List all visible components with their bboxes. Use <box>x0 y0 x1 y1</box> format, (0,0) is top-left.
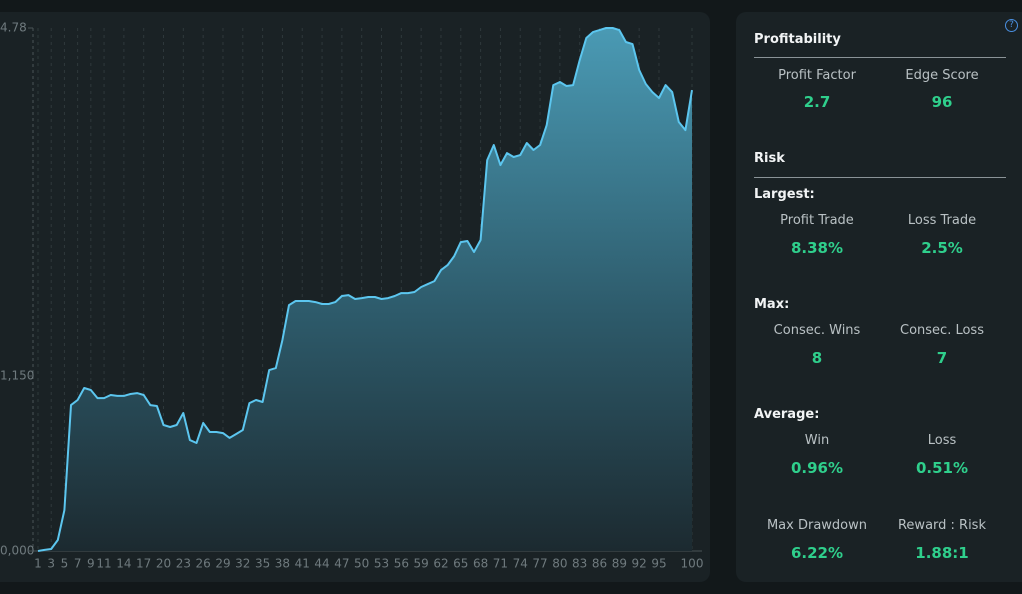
x-tick-label: 9 <box>87 557 95 571</box>
x-tick-label: 89 <box>612 557 627 571</box>
stat-label: Profit Trade <box>780 213 854 228</box>
x-tick-label: 80 <box>552 557 567 571</box>
x-tick-label: 71 <box>493 557 508 571</box>
x-tick-label: 56 <box>394 557 409 571</box>
stat-label: Win <box>804 433 830 448</box>
x-tick-label: 92 <box>632 557 647 571</box>
x-tick-label: 20 <box>156 557 171 571</box>
x-tick-label: 32 <box>235 557 250 571</box>
stat-label: Consec. Loss <box>900 323 984 338</box>
x-tick-label: 35 <box>255 557 270 571</box>
stat-label: Profit Factor <box>778 68 856 83</box>
x-tick-label: 77 <box>532 557 547 571</box>
x-tick-label: 86 <box>592 557 607 571</box>
stat-label: Edge Score <box>905 68 979 83</box>
x-tick-label: 38 <box>275 557 290 571</box>
x-tick-label: 62 <box>433 557 448 571</box>
x-tick-label: 59 <box>414 557 429 571</box>
x-tick-label: 65 <box>453 557 468 571</box>
x-tick-label: 5 <box>61 557 69 571</box>
y-tick-label: 4.78 <box>0 21 27 35</box>
stat-label: Loss Trade <box>907 213 977 228</box>
group-title: Average: <box>754 407 820 422</box>
x-tick-label: 23 <box>176 557 191 571</box>
group-title: Largest: <box>754 187 815 202</box>
x-tick-label: 29 <box>215 557 230 571</box>
stat-value: 2.7 <box>803 93 831 111</box>
x-tick-label: 74 <box>513 557 528 571</box>
x-tick-label: 68 <box>473 557 488 571</box>
equity-line <box>37 27 693 552</box>
stat-value: 0.96% <box>790 459 844 477</box>
section-title: Risk <box>754 151 785 166</box>
stat-value: 96 <box>931 93 953 111</box>
stat-label: Loss <box>927 433 957 448</box>
x-tick-label: 3 <box>47 557 55 571</box>
stat-label: Reward : Risk <box>897 518 986 533</box>
stat-value: 0.51% <box>915 459 969 477</box>
x-tick-label: 100 <box>681 557 704 571</box>
stat-value: 7 <box>936 349 948 367</box>
x-tick-label: 83 <box>572 557 587 571</box>
x-tick-label: 1 <box>34 557 42 571</box>
group-title: Max: <box>754 297 790 312</box>
x-tick-label: 47 <box>334 557 349 571</box>
x-tick-label: 7 <box>74 557 82 571</box>
x-tick-label: 44 <box>314 557 329 571</box>
x-tick-label: 50 <box>354 557 369 571</box>
x-tick-label: 95 <box>651 557 666 571</box>
stat-label: Consec. Wins <box>773 323 861 338</box>
x-tick-label: 11 <box>96 557 111 571</box>
y-tick-label: 1,150 <box>0 369 34 383</box>
stat-label: Max Drawdown <box>766 518 868 533</box>
stat-value: 6.22% <box>790 544 844 562</box>
stat-value: 8.38% <box>790 239 844 257</box>
area-fill <box>38 28 692 551</box>
divider <box>754 57 1006 58</box>
x-tick-label: 53 <box>374 557 389 571</box>
stat-value: 1.88:1 <box>915 544 969 562</box>
stats-panel: ? Profitability Profit Factor 2.7 Edge Score… <box>736 12 1022 582</box>
stat-value: 8 <box>811 349 823 367</box>
x-tick-label: 41 <box>295 557 310 571</box>
divider <box>754 177 1006 178</box>
help-icon[interactable]: ? <box>1005 19 1018 32</box>
x-tick-label: 14 <box>116 557 131 571</box>
section-title: Profitability <box>754 32 841 47</box>
stat-value: 2.5% <box>921 239 963 257</box>
x-tick-label: 26 <box>196 557 211 571</box>
y-tick-label: 0,000 <box>0 544 34 558</box>
x-tick-label: 17 <box>136 557 151 571</box>
